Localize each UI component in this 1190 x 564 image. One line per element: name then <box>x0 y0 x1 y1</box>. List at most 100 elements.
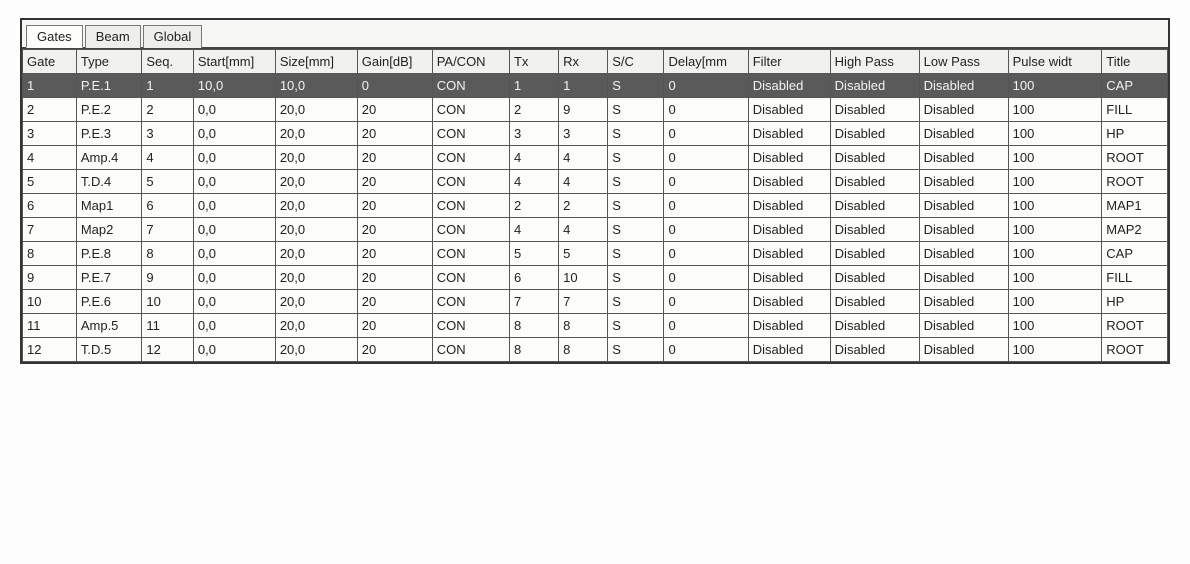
col-filter[interactable]: Filter <box>748 50 830 74</box>
table-cell[interactable]: 0 <box>664 314 748 338</box>
table-row[interactable]: 11Amp.5110,020,020CON88S0DisabledDisable… <box>23 314 1168 338</box>
table-cell[interactable]: 100 <box>1008 290 1102 314</box>
col-size[interactable]: Size[mm] <box>275 50 357 74</box>
table-cell[interactable]: Disabled <box>830 74 919 98</box>
table-cell[interactable]: Disabled <box>748 218 830 242</box>
table-cell[interactable]: 5 <box>142 170 194 194</box>
col-start[interactable]: Start[mm] <box>193 50 275 74</box>
table-cell[interactable]: 4 <box>23 146 77 170</box>
table-cell[interactable]: 3 <box>23 122 77 146</box>
table-cell[interactable]: 5 <box>509 242 558 266</box>
table-cell[interactable]: 8 <box>509 314 558 338</box>
table-cell[interactable]: MAP2 <box>1102 218 1168 242</box>
table-cell[interactable]: 12 <box>23 338 77 362</box>
table-cell[interactable]: Disabled <box>748 122 830 146</box>
table-cell[interactable]: Disabled <box>830 242 919 266</box>
table-cell[interactable]: Disabled <box>830 146 919 170</box>
table-cell[interactable]: S <box>608 218 664 242</box>
table-cell[interactable]: 4 <box>509 146 558 170</box>
table-cell[interactable]: 1 <box>23 74 77 98</box>
col-pulsewidth[interactable]: Pulse widt <box>1008 50 1102 74</box>
table-cell[interactable]: 20,0 <box>275 98 357 122</box>
table-cell[interactable]: 2 <box>23 98 77 122</box>
table-cell[interactable]: CON <box>432 74 509 98</box>
table-cell[interactable]: Disabled <box>919 242 1008 266</box>
table-cell[interactable]: 0,0 <box>193 122 275 146</box>
table-cell[interactable]: 0 <box>664 242 748 266</box>
table-cell[interactable]: 20 <box>357 314 432 338</box>
table-cell[interactable]: 0 <box>664 146 748 170</box>
table-row[interactable]: 12T.D.5120,020,020CON88S0DisabledDisable… <box>23 338 1168 362</box>
table-cell[interactable]: 20 <box>357 194 432 218</box>
table-row[interactable]: 2P.E.220,020,020CON29S0DisabledDisabledD… <box>23 98 1168 122</box>
col-pacon[interactable]: PA/CON <box>432 50 509 74</box>
col-rx[interactable]: Rx <box>559 50 608 74</box>
table-cell[interactable]: P.E.1 <box>76 74 142 98</box>
table-cell[interactable]: 4 <box>559 218 608 242</box>
table-cell[interactable]: ROOT <box>1102 338 1168 362</box>
table-cell[interactable]: 20 <box>357 146 432 170</box>
table-cell[interactable]: 11 <box>23 314 77 338</box>
table-row[interactable]: 6Map160,020,020CON22S0DisabledDisabledDi… <box>23 194 1168 218</box>
table-cell[interactable]: Disabled <box>830 218 919 242</box>
table-cell[interactable]: CON <box>432 314 509 338</box>
table-cell[interactable]: CON <box>432 266 509 290</box>
table-cell[interactable]: Disabled <box>748 74 830 98</box>
table-cell[interactable]: Amp.4 <box>76 146 142 170</box>
table-cell[interactable]: 20 <box>357 98 432 122</box>
tab-global[interactable]: Global <box>143 25 203 48</box>
col-title[interactable]: Title <box>1102 50 1168 74</box>
table-cell[interactable]: Disabled <box>748 242 830 266</box>
table-cell[interactable]: S <box>608 146 664 170</box>
table-cell[interactable]: CAP <box>1102 242 1168 266</box>
table-cell[interactable]: 12 <box>142 338 194 362</box>
table-cell[interactable]: 4 <box>559 170 608 194</box>
table-cell[interactable]: 10,0 <box>193 74 275 98</box>
table-cell[interactable]: S <box>608 314 664 338</box>
table-cell[interactable]: S <box>608 170 664 194</box>
table-cell[interactable]: 0 <box>664 74 748 98</box>
col-type[interactable]: Type <box>76 50 142 74</box>
table-cell[interactable]: 0 <box>664 194 748 218</box>
table-cell[interactable]: P.E.7 <box>76 266 142 290</box>
col-sc[interactable]: S/C <box>608 50 664 74</box>
table-cell[interactable]: Disabled <box>919 314 1008 338</box>
table-cell[interactable]: HP <box>1102 122 1168 146</box>
table-cell[interactable]: Disabled <box>830 170 919 194</box>
table-cell[interactable]: 10 <box>23 290 77 314</box>
table-cell[interactable]: Disabled <box>748 98 830 122</box>
table-row[interactable]: 3P.E.330,020,020CON33S0DisabledDisabledD… <box>23 122 1168 146</box>
table-cell[interactable]: 7 <box>559 290 608 314</box>
table-cell[interactable]: CON <box>432 170 509 194</box>
table-cell[interactable]: Disabled <box>748 194 830 218</box>
table-cell[interactable]: FILL <box>1102 98 1168 122</box>
table-cell[interactable]: Disabled <box>748 338 830 362</box>
table-cell[interactable]: 9 <box>23 266 77 290</box>
table-cell[interactable]: Disabled <box>919 266 1008 290</box>
table-cell[interactable]: 8 <box>559 314 608 338</box>
table-cell[interactable]: 11 <box>142 314 194 338</box>
col-tx[interactable]: Tx <box>509 50 558 74</box>
table-cell[interactable]: 9 <box>559 98 608 122</box>
table-cell[interactable]: 1 <box>509 74 558 98</box>
table-cell[interactable]: 20,0 <box>275 170 357 194</box>
table-cell[interactable]: 100 <box>1008 218 1102 242</box>
table-cell[interactable]: 1 <box>559 74 608 98</box>
table-cell[interactable]: 100 <box>1008 242 1102 266</box>
col-delay[interactable]: Delay[mm <box>664 50 748 74</box>
col-gain[interactable]: Gain[dB] <box>357 50 432 74</box>
table-cell[interactable]: 100 <box>1008 74 1102 98</box>
table-cell[interactable]: P.E.2 <box>76 98 142 122</box>
table-cell[interactable]: CON <box>432 146 509 170</box>
table-cell[interactable]: S <box>608 266 664 290</box>
table-cell[interactable]: 5 <box>559 242 608 266</box>
table-cell[interactable]: 20 <box>357 242 432 266</box>
col-seq[interactable]: Seq. <box>142 50 194 74</box>
table-cell[interactable]: 0 <box>664 290 748 314</box>
table-cell[interactable]: 3 <box>509 122 558 146</box>
table-cell[interactable]: 100 <box>1008 194 1102 218</box>
table-cell[interactable]: Disabled <box>919 218 1008 242</box>
table-cell[interactable]: Map2 <box>76 218 142 242</box>
table-cell[interactable]: Disabled <box>830 338 919 362</box>
table-cell[interactable]: 20,0 <box>275 266 357 290</box>
